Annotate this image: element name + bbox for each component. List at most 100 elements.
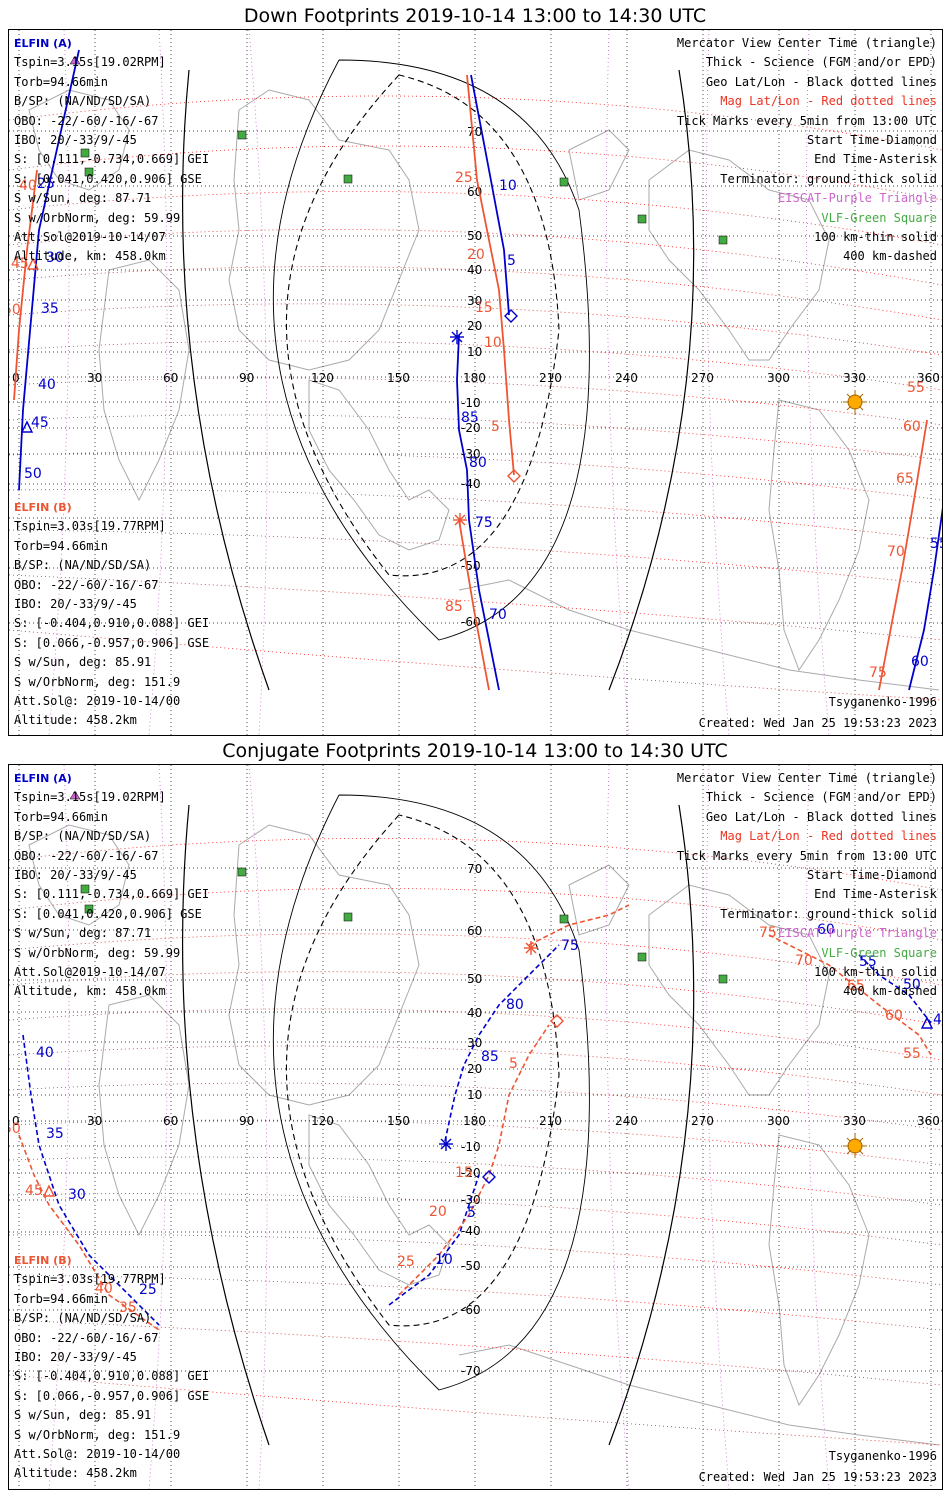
svg-text:65: 65 [847, 978, 865, 994]
coastlines [28, 824, 940, 1446]
elfin-a-label: ELFIN (A) [14, 37, 72, 50]
svg-text:45: 45 [25, 1183, 43, 1199]
svg-text:60: 60 [885, 1008, 903, 1024]
info-line: Att.Sol@: 2019-10-14/00 [14, 1447, 181, 1462]
svg-text:30: 30 [68, 1187, 86, 1203]
info-line: Altitude: 458.2km [14, 1466, 137, 1481]
info-line: OBO: -22/-60/-16/-67 [14, 113, 159, 128]
svg-text:25: 25 [139, 1282, 157, 1298]
svg-text:40: 40 [95, 1281, 113, 1297]
info-line: S: [0.111,-0.734,0.669] GEI [14, 887, 210, 902]
svg-text:85: 85 [461, 410, 479, 426]
svg-text:50: 50 [903, 977, 921, 993]
end-asterisk-icon [453, 513, 467, 527]
svg-text:60: 60 [911, 654, 929, 670]
svg-text:210: 210 [539, 371, 562, 385]
legend-item: VLF-Green Square [821, 945, 937, 960]
info-line: B/SP: (NA/ND/SD/SA) [14, 829, 152, 844]
info-line: S w/Sun, deg: 85.91 [14, 1408, 152, 1423]
svg-text:60: 60 [163, 371, 178, 385]
vlf-square-icon [84, 904, 94, 914]
svg-text:30: 30 [467, 1036, 482, 1050]
svg-text:40: 40 [467, 1006, 482, 1020]
info-line: Torb=94.66min [14, 809, 108, 824]
svg-text:-70: -70 [461, 1364, 481, 1378]
info-line: Tspin=3.03s[19.77RPM] [14, 1272, 166, 1287]
svg-text:90: 90 [239, 1114, 254, 1128]
elfin-a-info: ELFIN (A) Tspin=3.15s[19.02RPM] Torb=94.… [14, 769, 209, 1002]
info-line: S w/Sun, deg: 87.71 [14, 926, 152, 941]
svg-text:20: 20 [467, 1062, 482, 1076]
elfin-b-tick-labels: 40 45 50 25 20 15 10 5 55 60 65 70 75 85 [9, 170, 925, 681]
svg-text:60: 60 [817, 922, 835, 938]
created-label: Created: Wed Jan 25 19:53:23 2023 [698, 1470, 937, 1484]
terminator-lines [182, 69, 695, 691]
legend-item: VLF-Green Square [821, 210, 937, 225]
info-line: Tspin=3.15s[19.02RPM] [14, 790, 166, 805]
svg-text:10: 10 [467, 345, 482, 359]
info-line: IBO: 20/-33/9/-45 [14, 133, 137, 148]
vlf-square-icon [237, 867, 247, 877]
geo-grid [9, 765, 942, 1489]
info-line: Altitude, km: 458.0km [14, 984, 166, 999]
info-line: Altitude: 458.2km [14, 713, 137, 728]
svg-text:210: 210 [539, 1114, 562, 1128]
footprint-map-conjugate: 0 30 60 90 120 150 180 210 240 270 300 3… [8, 764, 943, 1490]
legend-item: Mercator View Center Time (triangle) [676, 36, 937, 50]
elfin-b-track [18, 904, 932, 1331]
svg-text:60: 60 [467, 924, 482, 938]
svg-text:10: 10 [435, 1252, 453, 1268]
svg-text:180: 180 [463, 371, 486, 385]
info-line: IBO: 20/-33/9/-45 [14, 597, 137, 612]
svg-text:60: 60 [903, 419, 921, 435]
info-line: S w/OrbNorm, deg: 151.9 [14, 1427, 181, 1442]
info-line: Torb=94.66min [14, 1291, 108, 1306]
svg-text:-30: -30 [461, 447, 481, 461]
elfin-b-label: ELFIN (B) [14, 1254, 72, 1267]
svg-text:75: 75 [475, 515, 493, 531]
svg-text:70: 70 [887, 544, 905, 560]
info-line: S: [-0.404,0.910,0.088] GEI [14, 616, 210, 631]
svg-text:-40: -40 [461, 477, 481, 491]
svg-text:5: 5 [509, 1056, 518, 1072]
legend: Mercator View Center Time (triangle) Thi… [677, 34, 937, 267]
panel-title: Down Footprints 2019-10-14 13:00 to 14:3… [243, 5, 707, 27]
vlf-square-icon [343, 912, 353, 922]
panel-title: Conjugate Footprints 2019-10-14 13:00 to… [222, 740, 728, 762]
info-line: S: [0.066,-0.957,0.906] GSE [14, 1388, 210, 1403]
svg-text:30: 30 [46, 250, 64, 266]
legend-item: End Time-Asterisk [814, 887, 937, 902]
info-line: OBO: -22/-60/-16/-67 [14, 848, 159, 863]
vlf-square-icon [80, 884, 90, 894]
elfin-a-track [18, 49, 942, 691]
svg-text:360: 360 [917, 371, 940, 385]
svg-text:240: 240 [615, 1114, 638, 1128]
elfin-a-tick-labels: 25 30 35 40 45 50 5 10 85 80 75 70 55 60 [24, 176, 942, 670]
svg-text:85: 85 [445, 599, 463, 615]
svg-text:75: 75 [869, 665, 887, 681]
footprint-map-down: 0 30 60 90 120 150 180 210 240 270 300 3… [8, 29, 943, 736]
svg-text:300: 300 [767, 371, 790, 385]
info-line: B/SP: (NA/ND/SD/SA) [14, 558, 152, 573]
svg-text:270: 270 [691, 1114, 714, 1128]
legend-item: 100 km-thin solid [814, 965, 937, 980]
svg-text:25: 25 [37, 176, 55, 192]
elfin-a-label: ELFIN (A) [14, 772, 72, 785]
legend-item: Mercator View Center Time (triangle) [676, 771, 937, 785]
svg-text:20: 20 [467, 319, 482, 333]
legend-item: Start Time-Diamond [806, 133, 937, 148]
svg-text:60: 60 [163, 1114, 178, 1128]
svg-text:65: 65 [896, 471, 914, 487]
svg-text:330: 330 [843, 1114, 866, 1128]
svg-text:80: 80 [469, 455, 487, 471]
eiscat-meridians [48, 30, 830, 735]
elfin-b-track [13, 74, 928, 691]
info-line: S w/OrbNorm, deg: 151.9 [14, 674, 181, 689]
lat-lon-labels: 0 30 60 90 120 150 180 210 240 270 300 3… [12, 125, 940, 629]
elfin-a-info: ELFIN (A) Tspin=3.15s[19.02RPM] Torb=94.… [14, 34, 209, 267]
svg-text:75: 75 [561, 938, 579, 954]
svg-text:85: 85 [481, 1049, 499, 1065]
legend-item: Tick Marks every 5min from 13:00 UTC [676, 848, 937, 863]
info-line: S w/OrbNorm, deg: 59.99 [14, 945, 181, 960]
end-asterisk-icon [450, 330, 464, 344]
